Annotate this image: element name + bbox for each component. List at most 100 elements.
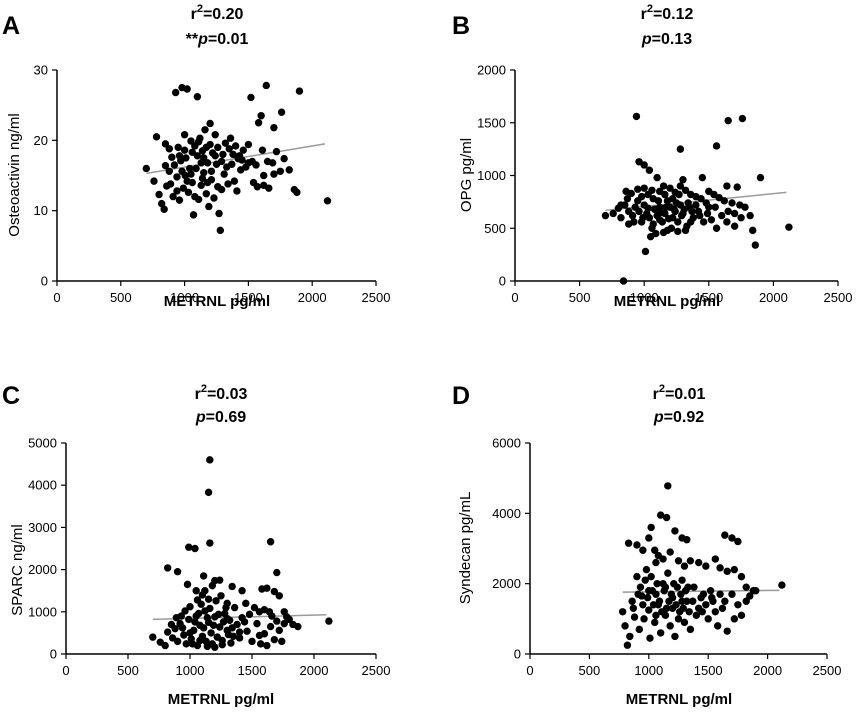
p-value-label: p=0.92 (653, 409, 704, 426)
x-tick-label: 0 (511, 290, 518, 305)
scatter-point (198, 174, 207, 183)
scatter-point (651, 618, 659, 627)
scatter-point (205, 202, 213, 211)
scatter-point (163, 564, 172, 572)
scatter-point (728, 534, 736, 542)
scatter-point (645, 606, 653, 614)
scatter-point (280, 154, 288, 163)
scatter-point (214, 183, 222, 191)
scatter-point (193, 596, 202, 604)
scatter-point (243, 627, 251, 635)
scatter-point (688, 207, 696, 216)
scatter-point (711, 203, 719, 211)
scatter-point (204, 595, 213, 603)
scatter-point (275, 626, 283, 635)
scatter-point (696, 211, 704, 220)
scatter-point (194, 138, 203, 146)
scatter-point (206, 456, 214, 464)
scatter-point (270, 587, 279, 596)
x-tick-label: 500 (117, 663, 139, 678)
scatter-point (244, 159, 253, 167)
x-axis-title: METRNL pg/ml (168, 691, 274, 708)
scatter-point (293, 188, 301, 197)
scatter-point (742, 597, 750, 605)
scatter-point (248, 637, 256, 646)
scatter-point (643, 594, 652, 602)
scatter-point (662, 513, 671, 522)
scatter-point (702, 601, 710, 609)
scatter-point (723, 218, 731, 226)
scatter-point (242, 599, 250, 608)
scatter-point (679, 176, 687, 184)
y-axis-title: Osteoactivin ng/ml (6, 113, 23, 236)
scatter-point (664, 569, 672, 577)
scatter-point (233, 187, 241, 195)
scatter-point (182, 640, 190, 648)
panel-d: D r2=0.01 p=0.92 0 500 1000 1500 2000 2500 0 20… (452, 382, 841, 708)
scatter-point (641, 247, 650, 256)
scatter-point (272, 147, 281, 156)
data-points (142, 81, 332, 235)
scatter-point (724, 207, 732, 216)
x-tick-label: 2500 (362, 290, 391, 305)
scatter-point (639, 214, 647, 222)
scatter-point (222, 603, 230, 612)
y-axis-title: OPG pg/ml (458, 138, 475, 212)
scatter-point (258, 146, 267, 154)
panel-b: B r2=0.12 p=0.13 0 500 1000 1500 2000 2500 0 50… (452, 3, 852, 310)
y-tick-label: 2000 (28, 562, 57, 577)
axes: 0 500 1000 1500 2000 2500 0 2000 4000 6000 (492, 436, 841, 679)
scatter-point (653, 173, 661, 182)
scatter-point (206, 539, 214, 547)
data-points (618, 482, 786, 649)
scatter-point (186, 629, 194, 637)
scatter-point (627, 189, 635, 198)
scatter-point (165, 167, 173, 175)
r-squared-label: r2=0.01 (653, 383, 706, 403)
scatter-point (652, 229, 660, 238)
y-tick-label: 3000 (28, 520, 57, 535)
scatter-point (186, 603, 194, 611)
scatter-point (617, 214, 625, 222)
x-tick-label: 2000 (298, 290, 327, 305)
scatter-point (250, 603, 259, 612)
scatter-point (738, 114, 747, 123)
scatter-point (718, 604, 727, 612)
scatter-point (644, 204, 652, 212)
scatter-point (647, 572, 655, 581)
scatter-point (231, 142, 240, 150)
y-tick-label: 4000 (28, 478, 57, 493)
scatter-point (666, 184, 674, 192)
axes: 0 500 1000 1500 2000 2500 0 10 20 30 (34, 63, 391, 306)
x-tick-label: 1000 (170, 290, 199, 305)
scatter-point (617, 201, 625, 209)
p-value-label: p=0.13 (641, 31, 692, 48)
scatter-point (180, 131, 189, 139)
scatter-point (674, 218, 682, 226)
scatter-point (216, 623, 224, 631)
scatter-point (626, 632, 634, 641)
scatter-point (642, 565, 651, 574)
scatter-point (624, 539, 633, 547)
y-tick-label: 0 (514, 647, 521, 662)
scatter-point (752, 587, 760, 595)
scatter-point (208, 581, 217, 590)
scatter-point (778, 581, 786, 589)
x-tick-label: 2000 (300, 663, 329, 678)
scatter-point (214, 143, 222, 152)
scatter-point (666, 548, 674, 556)
scatter-point (737, 611, 746, 620)
scatter-point (192, 164, 200, 173)
y-tick-label: 30 (34, 63, 48, 78)
scatter-point (204, 488, 213, 497)
scatter-point (217, 592, 225, 600)
scatter-point (216, 576, 224, 584)
y-tick-label: 500 (484, 221, 506, 236)
scatter-point (687, 218, 695, 226)
scatter-point (230, 177, 239, 185)
scatter-point (639, 546, 647, 554)
scatter-point (199, 572, 208, 580)
scatter-point (183, 580, 192, 589)
scatter-point (644, 190, 652, 199)
scatter-point (746, 211, 754, 220)
